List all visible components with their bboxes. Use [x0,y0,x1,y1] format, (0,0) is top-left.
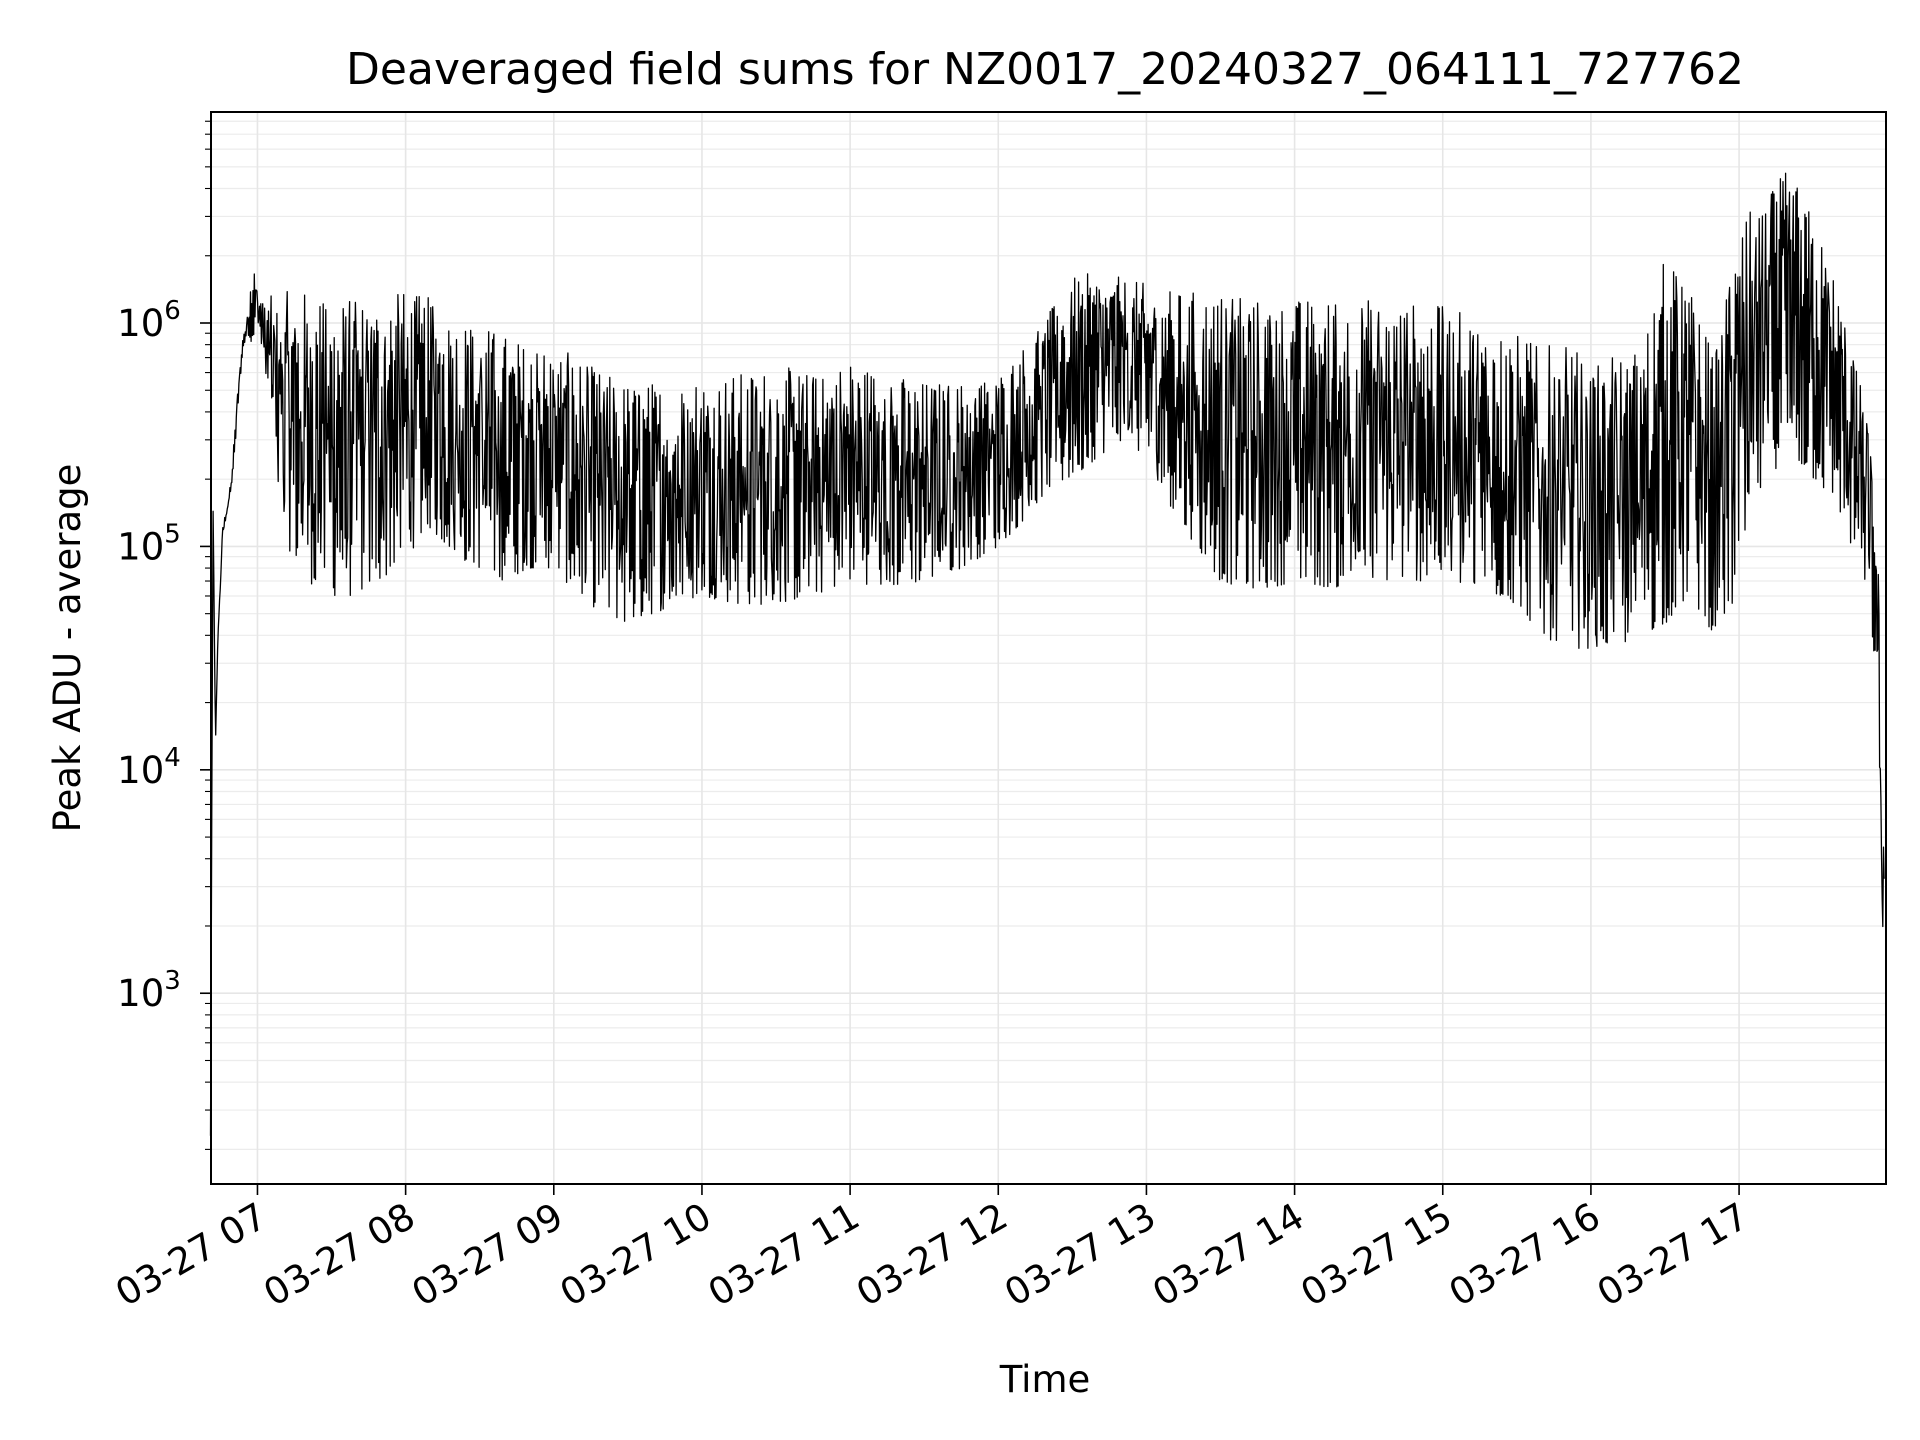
y-tick-label-base: 10 [117,972,164,1015]
chart-title: Deaveraged field sums for NZ0017_2024032… [346,44,1744,95]
y-tick-label-exponent: 4 [164,743,181,773]
y-tick-label-base: 10 [117,302,164,345]
y-tick-label-exponent: 6 [164,296,181,326]
y-tick-label-base: 10 [117,525,164,568]
y-tick-label-exponent: 3 [164,966,181,996]
plot-frame [210,111,1887,1185]
plot-area [209,172,1885,1136]
y-tick-label: 106 [117,296,181,345]
series-line [209,172,1885,1136]
y-tick-label: 105 [117,519,181,568]
y-tick-label-exponent: 5 [164,519,181,549]
y-tick-label: 103 [117,966,181,1015]
y-tick-label: 104 [117,743,181,792]
grid [211,112,1886,1184]
y-axis-label: Peak ADU - average [46,464,89,833]
x-axis-label: Time [999,1358,1091,1401]
y-tick-label-base: 10 [117,749,164,792]
